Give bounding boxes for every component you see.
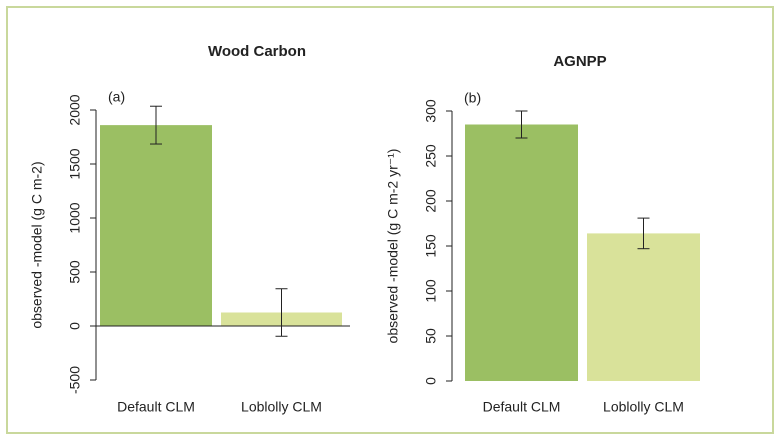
y-tick-label: 2000 <box>67 94 83 125</box>
x-tick-label: Loblolly CLM <box>603 399 684 415</box>
y-tick-label: 0 <box>67 322 83 330</box>
y-tick-label: 200 <box>423 189 439 213</box>
bar <box>465 124 578 381</box>
chart-title: AGNPP <box>553 53 606 70</box>
panel-label: (b) <box>464 90 481 106</box>
x-tick-label: Default CLM <box>483 399 561 415</box>
panel-label: (a) <box>108 89 125 105</box>
y-tick-label: 50 <box>423 328 439 344</box>
y-tick-label: 1000 <box>67 202 83 233</box>
bar <box>587 233 700 381</box>
y-tick-label: 0 <box>423 377 439 385</box>
bar <box>100 125 212 327</box>
y-tick-label: 100 <box>423 279 439 303</box>
x-tick-label: Default CLM <box>117 399 195 415</box>
y-tick-label: -500 <box>67 366 83 394</box>
y-axis-label: observed -model (g C m-2) <box>29 161 45 328</box>
y-tick-label: 300 <box>423 99 439 123</box>
y-tick-label: 500 <box>67 260 83 284</box>
y-tick-label: 150 <box>423 234 439 258</box>
x-tick-label: Loblolly CLM <box>241 399 322 415</box>
y-tick-label: 250 <box>423 144 439 168</box>
chart-title: Wood Carbon <box>208 43 306 60</box>
y-tick-label: 1500 <box>67 148 83 179</box>
y-axis-label: observed -model (g C m-2 yr⁻¹) <box>385 149 401 344</box>
